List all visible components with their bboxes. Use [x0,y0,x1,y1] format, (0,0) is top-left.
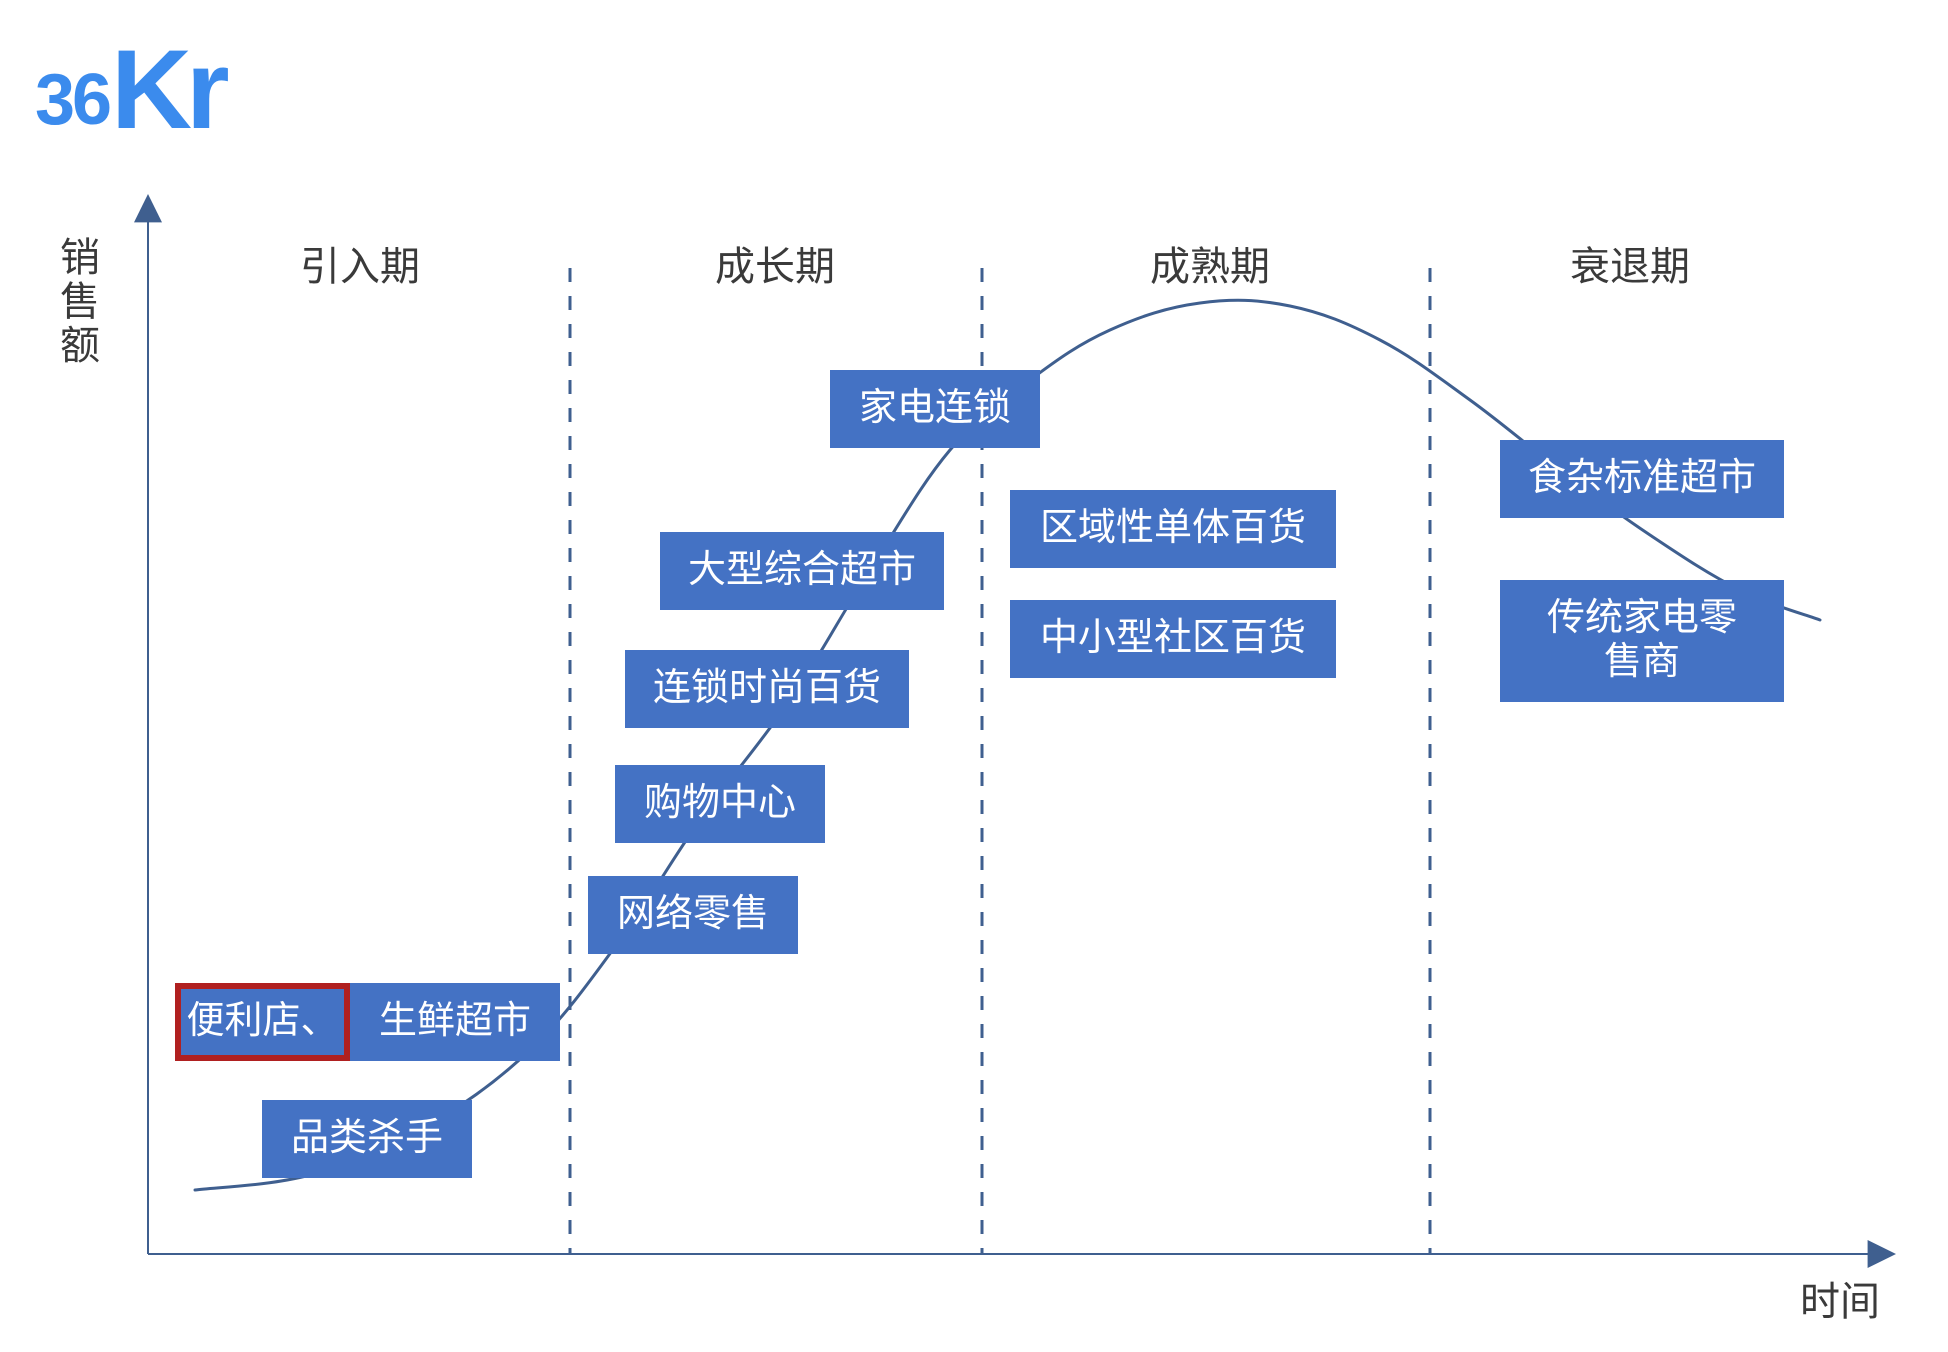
phase-label-decline: 衰退期 [1570,234,1690,292]
category-box-traditional-appliance: 传统家电零 售商 [1500,580,1784,702]
category-box-online-retail: 网络零售 [588,876,798,954]
brand-logo: 36Kr [35,34,224,146]
category-box-fresh-supermarket: 生鲜超市 [350,983,560,1061]
logo-kr: Kr [111,34,223,146]
phase-label-intro: 引入期 [300,234,420,292]
y-axis-label: 销 售 额 [60,236,100,368]
x-axis-arrow-icon [1868,1240,1896,1268]
phase-label-maturity: 成熟期 [1150,234,1270,292]
category-box-grocery-standard: 食杂标准超市 [1500,440,1784,518]
category-box-chain-fashion-dept: 连锁时尚百货 [625,650,909,728]
phase-label-growth: 成长期 [715,234,835,292]
y-axis-arrow-icon [134,194,162,222]
category-box-regional-single-dept: 区域性单体百货 [1010,490,1336,568]
logo-36: 36 [35,64,109,136]
category-box-shopping-center: 购物中心 [615,765,825,843]
category-box-appliance-chain: 家电连锁 [830,370,1040,448]
x-axis-label: 时间 [1800,1280,1880,1324]
lifecycle-chart: 36Kr 销 售 额时间 引入期 成长期 成熟期 衰退期便利店、生鲜超市品类杀手 网络零售 购… [0,0,1948,1352]
category-box-community-dept: 中小型社区百货 [1010,600,1336,678]
category-box-convenience-store: 便利店、 [175,983,350,1061]
category-box-large-supermarket: 大型综合超市 [660,532,944,610]
category-box-category-killer: 品类杀手 [262,1100,472,1178]
